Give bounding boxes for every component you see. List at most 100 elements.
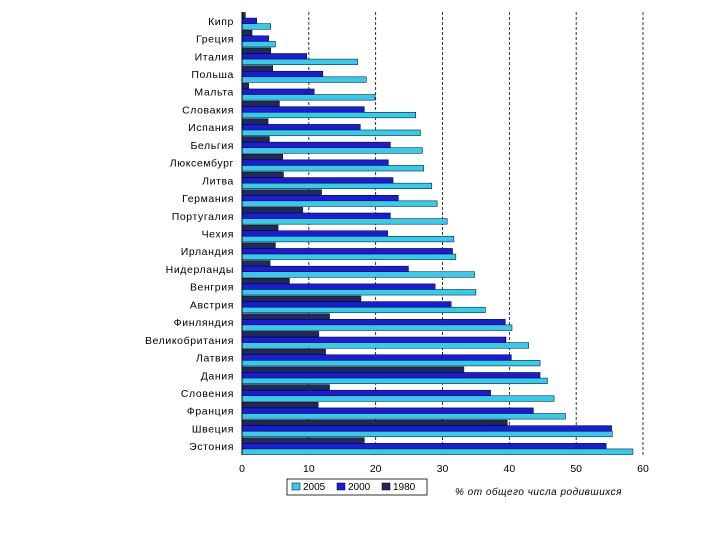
x-tick-label: 40 — [503, 463, 515, 475]
bar-2000-9 — [241, 177, 394, 184]
bar-2000-3 — [241, 70, 324, 78]
bar-2005-18 — [241, 342, 529, 349]
x-tick-label: 60 — [637, 463, 649, 475]
bar-2000-15 — [241, 283, 436, 290]
bar-2005-13 — [241, 253, 457, 260]
bar-2000-4 — [241, 88, 315, 95]
bar-2000-18 — [241, 336, 507, 343]
bar-2005-3 — [241, 76, 367, 83]
bar-2005-1 — [241, 41, 276, 48]
category-label: Мальта — [194, 87, 234, 99]
x-tick-label: 20 — [370, 463, 382, 475]
bar-2000-5 — [241, 106, 365, 113]
bar-2005-14 — [241, 271, 475, 278]
bar-2000-23 — [241, 425, 612, 432]
bar-2000-14 — [241, 265, 409, 272]
category-label: Греция — [196, 34, 234, 46]
bar-1980-6 — [241, 118, 269, 125]
bar-2000-1 — [241, 35, 269, 42]
bar-2005-5 — [241, 112, 417, 119]
bar-2000-6 — [241, 124, 361, 131]
bar-2000-13 — [241, 248, 453, 255]
category-label: Испания — [188, 122, 234, 134]
bar-2005-12 — [241, 236, 455, 243]
bar-2000-21 — [241, 389, 491, 397]
bar-2000-24 — [241, 443, 607, 450]
bar-1980-2 — [241, 47, 271, 54]
bar-2005-4 — [241, 94, 376, 101]
category-label: Великобритания — [145, 335, 234, 347]
bar-2005-9 — [241, 182, 433, 189]
bar-2005-24 — [241, 448, 634, 455]
bar-1980-4 — [241, 83, 249, 90]
bar-1980-24 — [241, 437, 365, 444]
bar-1980-14 — [241, 260, 271, 267]
bar-2005-23 — [241, 430, 613, 438]
legend-box — [286, 478, 428, 496]
bar-2005-15 — [241, 289, 477, 296]
bar-1980-23 — [241, 419, 508, 426]
bar-1980-8 — [241, 153, 284, 161]
bar-2000-7 — [241, 141, 391, 148]
bar-2000-19 — [241, 354, 512, 361]
bar-2005-20 — [241, 377, 548, 384]
bar-2000-17 — [241, 319, 506, 326]
bar-1980-9 — [241, 171, 284, 178]
bar-1980-13 — [241, 242, 276, 249]
bar-2005-2 — [241, 58, 358, 65]
category-label: Словения — [181, 388, 234, 400]
bar-2005-19 — [241, 360, 541, 367]
bar-2005-8 — [241, 165, 425, 172]
bar-2000-12 — [241, 230, 388, 237]
bar-2005-22 — [241, 413, 566, 420]
category-label: Германия — [182, 193, 234, 205]
bar-1980-3 — [241, 65, 273, 72]
bar-1980-0 — [241, 12, 246, 19]
category-label: Литва — [202, 175, 234, 187]
legend-label: 2000 — [348, 482, 371, 493]
bar-1980-19 — [241, 348, 326, 355]
category-label: Дания — [201, 370, 234, 382]
category-label: Португалия — [172, 211, 234, 223]
category-label: Финляндия — [174, 317, 234, 329]
bar-1980-15 — [241, 278, 290, 285]
bar-1980-10 — [241, 189, 322, 196]
bar-2000-16 — [241, 301, 452, 308]
category-label: Польша — [191, 69, 234, 81]
bar-1980-12 — [241, 224, 279, 231]
bar-1980-11 — [241, 207, 304, 214]
bar-2005-7 — [241, 147, 423, 154]
bar-1980-17 — [241, 313, 330, 320]
bar-2005-0 — [241, 23, 271, 30]
category-label: Латвия — [196, 353, 234, 365]
bars — [241, 12, 634, 455]
x-tick-label: 30 — [437, 463, 449, 475]
bar-2000-0 — [241, 17, 257, 24]
category-label: Италия — [195, 51, 234, 63]
legend: 2005 2000 1980 — [286, 478, 428, 496]
bar-2000-2 — [241, 53, 308, 60]
category-label: Ирландия — [181, 246, 234, 258]
x-tick-label: 10 — [303, 463, 315, 475]
legend-label: 1980 — [393, 482, 416, 493]
bar-1980-7 — [241, 136, 270, 143]
bar-1980-1 — [241, 29, 253, 37]
bar-2005-11 — [241, 218, 448, 225]
bar-2005-17 — [241, 324, 513, 331]
bar-2000-10 — [241, 195, 399, 202]
category-label: Бельгия — [190, 140, 234, 152]
category-label: Венгрия — [190, 282, 234, 294]
bar-1980-21 — [241, 384, 330, 391]
legend-swatch-2005 — [291, 482, 301, 491]
legend-label: 2005 — [303, 482, 326, 493]
category-label: Швеция — [192, 423, 234, 435]
bar-2000-22 — [241, 407, 534, 414]
bar-1980-20 — [241, 366, 465, 373]
category-label: Кипр — [208, 16, 234, 28]
category-label: Чехия — [202, 229, 234, 241]
bar-1980-5 — [241, 100, 280, 107]
bar-2005-10 — [241, 200, 438, 207]
bar-2005-21 — [241, 395, 555, 402]
bar-2000-8 — [241, 159, 389, 166]
